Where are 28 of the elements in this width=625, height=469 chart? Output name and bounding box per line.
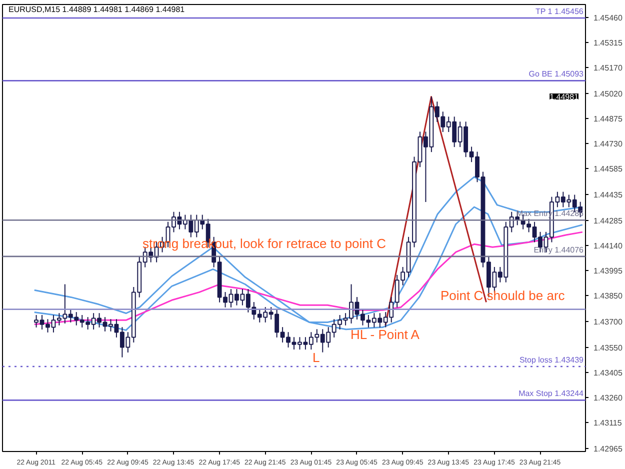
y-tick-label: 1.44435 (594, 190, 623, 200)
y-tick-label: 1.44585 (594, 164, 623, 174)
y-tick-label: 1.45315 (594, 38, 623, 48)
annotation: 1.44981 (550, 92, 580, 102)
y-tick-label: 1.44730 (594, 139, 623, 148)
y-tick-label: 1.43700 (594, 317, 623, 326)
y-tick-label: 1.43995 (594, 266, 623, 276)
annotation: HL - Point A (350, 327, 420, 342)
ref-line-label: Max Stop 1.43244 (518, 389, 584, 398)
annotation: L (312, 350, 320, 365)
y-tick-label: 1.45460 (594, 13, 623, 22)
y-tick-label: 1.43260 (594, 393, 623, 402)
y-tick-label: 1.42965 (594, 444, 623, 454)
y-tick-label: 1.43115 (594, 418, 622, 428)
y-tick-label: 1.45170 (594, 63, 623, 72)
ref-line-label: Stop loss 1.43439 (519, 355, 584, 364)
y-tick-label: 1.44285 (594, 216, 623, 226)
ref-line-label: Go BE 1.45093 (528, 70, 584, 79)
y-tick-label: 1.45020 (594, 89, 623, 98)
chart-title: EURUSD,M15 1.44889 1.44981 1.44869 1.44981 (8, 5, 186, 14)
y-tick-label: 1.43405 (594, 368, 623, 378)
y-tick-label: 1.44875 (594, 114, 623, 124)
y-tick-label: 1.43550 (594, 343, 623, 352)
y-tick-label: 1.44140 (594, 241, 623, 250)
ref-line-label: TP 1 1.45456 (535, 6, 584, 16)
line-series (34, 231, 584, 326)
y-tick-label: 1.43850 (594, 291, 623, 300)
annotation: Point C should be arc (440, 288, 566, 303)
